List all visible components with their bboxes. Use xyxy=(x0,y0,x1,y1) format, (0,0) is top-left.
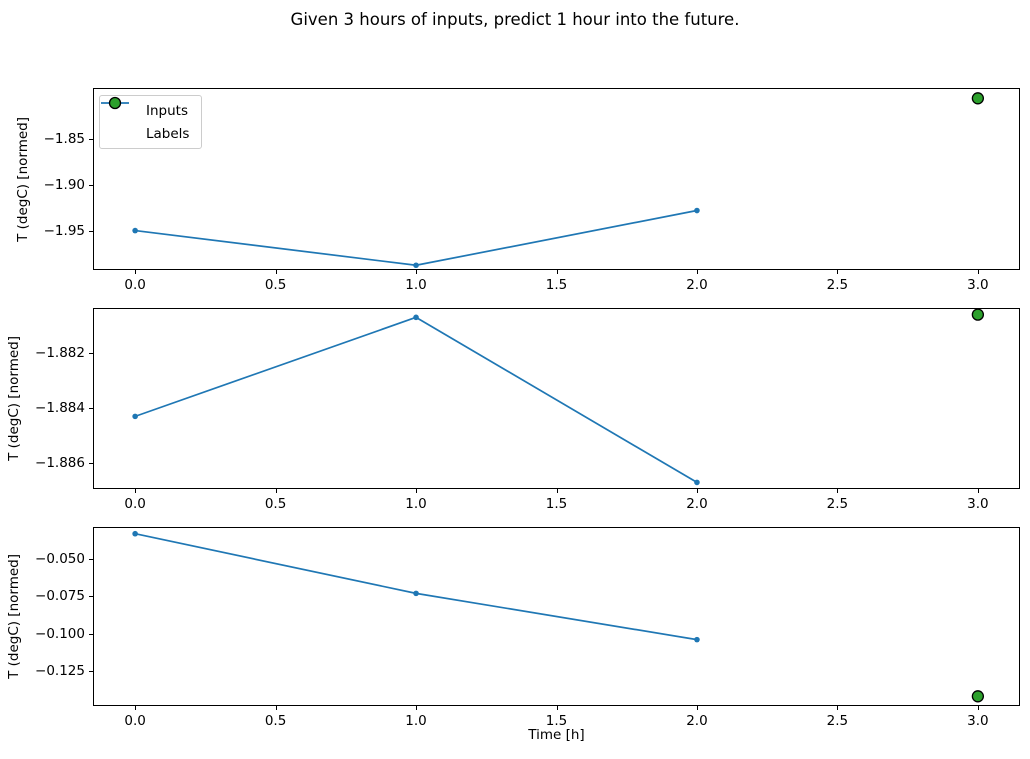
labels-circle-icon xyxy=(107,96,137,141)
x-tick-label: 2.0 xyxy=(686,496,708,512)
legend-label-inputs: Inputs xyxy=(146,102,188,119)
figure-title: Given 3 hours of inputs, predict 1 hour … xyxy=(290,10,740,29)
y-tick-label: −1.85 xyxy=(43,131,85,148)
y-tick-label: −1.882 xyxy=(35,345,85,362)
labels-point xyxy=(971,690,985,703)
inputs-marker xyxy=(132,227,138,234)
plot-canvas-bottom xyxy=(89,527,1020,710)
x-tick-label: 3.0 xyxy=(967,713,989,729)
plot-canvas-top xyxy=(89,88,1020,274)
x-tick-label: 0.0 xyxy=(124,713,146,729)
plot-area-middle xyxy=(89,308,1020,493)
inputs-marker xyxy=(132,530,138,537)
y-tick-label: −1.90 xyxy=(43,176,85,193)
inputs-marker xyxy=(694,207,700,214)
inputs-marker xyxy=(694,479,700,486)
x-tick-label: 2.5 xyxy=(826,496,849,512)
x-tick-label: 2.0 xyxy=(686,277,708,293)
inputs-line xyxy=(134,532,698,641)
x-tick-label: 0.5 xyxy=(264,713,287,729)
labels-point xyxy=(971,308,985,321)
x-tick-label: 1.5 xyxy=(545,713,568,729)
y-tick-label: −0.050 xyxy=(35,551,85,568)
x-tick-label: 0.0 xyxy=(124,496,146,512)
y-tick-label: −0.100 xyxy=(35,625,85,642)
x-tick-label: 1.0 xyxy=(405,713,427,729)
y-tick-label: −1.886 xyxy=(35,455,85,472)
inputs-marker xyxy=(694,636,700,643)
x-tick-label: 1.5 xyxy=(545,496,568,512)
inputs-line xyxy=(134,316,698,484)
y-tick-label: −0.125 xyxy=(35,662,85,679)
x-tick-label: 1.0 xyxy=(405,496,427,512)
plot-canvas-middle xyxy=(89,308,1020,493)
x-tick-label: 1.0 xyxy=(405,277,427,293)
x-tick-label: 3.0 xyxy=(967,496,989,512)
inputs-line xyxy=(135,209,698,267)
inputs-marker xyxy=(413,314,419,321)
x-tick-label: 2.5 xyxy=(826,277,849,293)
plot-area-bottom xyxy=(89,527,1020,710)
x-tick-label: 1.5 xyxy=(545,277,568,293)
y-tick-label: −1.95 xyxy=(43,222,85,239)
x-tick-label: 0.0 xyxy=(124,277,146,293)
legend: Inputs Labels xyxy=(99,95,203,149)
x-axis-label: Time [h] xyxy=(528,727,585,743)
y-tick-label: −1.884 xyxy=(35,400,85,417)
legend-label-labels: Labels xyxy=(146,125,190,142)
x-tick-label: 3.0 xyxy=(967,277,989,293)
x-tick-label: 0.5 xyxy=(264,496,287,512)
labels-point xyxy=(971,92,985,105)
y-tick-label: −0.075 xyxy=(35,588,85,605)
x-tick-label: 2.5 xyxy=(826,713,849,729)
legend-item-labels: Labels xyxy=(107,96,190,144)
plot-area-top: Inputs Labels xyxy=(89,88,1020,274)
x-tick-label: 0.5 xyxy=(264,277,287,293)
inputs-marker xyxy=(132,413,138,420)
inputs-marker xyxy=(413,590,419,597)
inputs-marker xyxy=(413,262,419,269)
x-tick-label: 2.0 xyxy=(686,713,708,729)
